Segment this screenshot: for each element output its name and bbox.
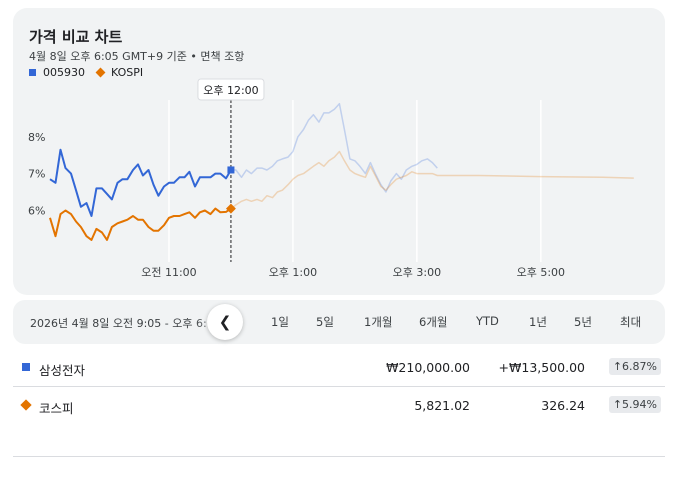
tab-max[interactable]: 최대: [620, 315, 642, 329]
hover-time-text: 오후 12:00: [203, 84, 258, 97]
legend-item-005930: 005930: [43, 66, 85, 79]
y-tick-label: 7%: [28, 168, 45, 181]
row-change: 326.24: [541, 398, 585, 413]
tab-1m[interactable]: 1개월: [364, 315, 393, 329]
tab-1y[interactable]: 1년: [529, 315, 547, 329]
tab-ytd[interactable]: YTD: [476, 314, 499, 328]
series-square-icon: [22, 363, 30, 371]
comparison-row-kospi[interactable]: 코스피 5,821.02 326.24 ↑5.94%: [13, 386, 665, 424]
series-line-1: [49, 207, 232, 241]
series-line-0: [49, 148, 232, 217]
hover-marker-005930: [227, 166, 235, 174]
price-chart[interactable]: 8% 7% 6% 오전 11:00 오후 1:00 오후 3:00 오후 5:00 오후 12…: [0, 0, 675, 300]
row-price: 5,821.02: [414, 398, 470, 413]
chart-subtitle: 4월 8일 오후 6:05 GMT+9 기준 • 면책 조항: [29, 50, 245, 63]
x-tick-label: 오전 11:00: [141, 266, 196, 279]
arrow-up-icon: ↑: [612, 398, 623, 411]
y-tick-label: 6%: [28, 204, 45, 217]
row-change: +₩13,500.00: [498, 360, 585, 375]
price-comparison-card: 가격 비교 차트 4월 8일 오후 6:05 GMT+9 기준 • 면책 조항 …: [13, 8, 665, 295]
y-tick-label: 8%: [28, 131, 45, 144]
chart-title: 가격 비교 차트: [29, 28, 123, 46]
row-divider: [13, 386, 665, 387]
row-name: 삼성전자: [39, 363, 86, 378]
arrow-up-icon: ↑: [612, 360, 623, 373]
bottom-divider: [13, 456, 665, 457]
x-tick-label: 오후 5:00: [517, 266, 565, 279]
series-line-faded-1: [230, 150, 634, 210]
legend-square-icon: [29, 69, 36, 76]
time-range-bar: 2026년 4월 8일 오전 9:05 - 오후 6:05 ❮ 1일 5일 1개…: [13, 300, 665, 344]
x-tick-label: 오후 3:00: [393, 266, 441, 279]
hover-time-label: 오후 12:00: [197, 78, 265, 101]
hover-time-box: [197, 78, 265, 101]
scroll-back-button[interactable]: ❮: [207, 304, 243, 340]
row-percent-badge: ↑6.87%: [608, 358, 661, 375]
series-diamond-icon: [20, 399, 32, 411]
row-name: 코스피: [39, 401, 74, 416]
row-percent-badge: ↑5.94%: [608, 396, 661, 413]
chart-legend: 005930 KOSPI: [29, 66, 143, 79]
tab-1d[interactable]: 1일: [271, 315, 289, 329]
legend-item-kospi: KOSPI: [111, 66, 144, 79]
series-line-faded-0: [230, 102, 438, 193]
chevron-left-icon: ❮: [218, 313, 232, 331]
tab-5y[interactable]: 5년: [574, 315, 592, 329]
tab-6m[interactable]: 6개월: [419, 315, 448, 329]
hover-marker-kospi: [225, 203, 236, 214]
comparison-row-samsung[interactable]: 삼성전자 ₩210,000.00 +₩13,500.00 ↑6.87%: [13, 348, 665, 386]
tab-5d[interactable]: 5일: [316, 315, 334, 329]
row-price: ₩210,000.00: [386, 360, 470, 375]
x-tick-label: 오후 1:00: [269, 266, 317, 279]
selected-range-text: 2026년 4월 8일 오전 9:05 - 오후 6:05: [30, 317, 221, 330]
